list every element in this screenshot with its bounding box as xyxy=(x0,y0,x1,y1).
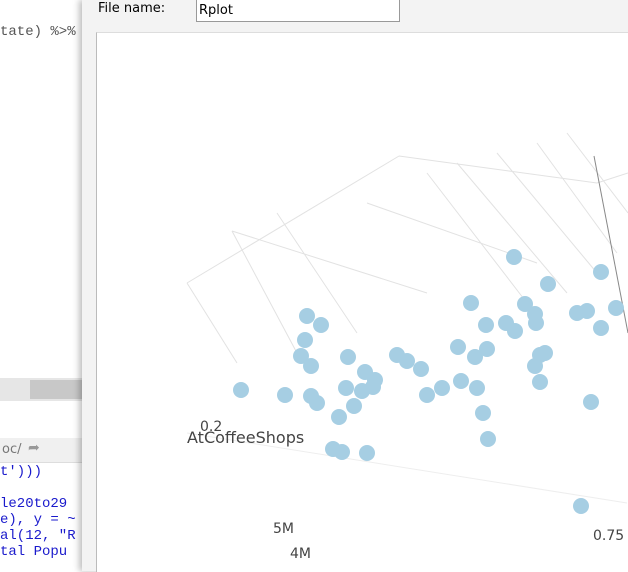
scroll-thumb[interactable] xyxy=(30,380,82,399)
console-line: t'))) xyxy=(0,464,43,480)
y-tick: 4M xyxy=(290,546,311,562)
axis-labels: 0.2 AtCoffeeShops 5M 4M 0.75 xyxy=(187,419,624,562)
plot-area xyxy=(96,32,628,572)
console-header: oc/ ➦ xyxy=(0,438,82,463)
console-line: al(12, "R xyxy=(0,528,76,544)
console-line xyxy=(0,480,76,496)
points xyxy=(233,249,624,514)
editor-pane: tate) %>% oc/ ➦ t'))) le20to29 e), y = ~ al… xyxy=(0,0,82,571)
z-tick: 0.2 xyxy=(200,419,222,435)
icon[interactable]: ➦ xyxy=(28,440,40,456)
console-path[interactable]: oc/ xyxy=(2,442,22,457)
label: File name: xyxy=(98,1,166,16)
z-title: AtCoffeeShops xyxy=(187,428,304,447)
x-tick: 0.75 xyxy=(593,528,624,544)
console-line: le20to29 xyxy=(0,496,68,512)
y-tick: 5M xyxy=(273,521,294,537)
console: t'))) le20to29 e), y = ~ al(12, "R tal Popu xyxy=(0,464,76,560)
console-line: e), y = ~ xyxy=(0,512,76,528)
grid xyxy=(186,132,628,504)
save-dialog: File name: Rplot xyxy=(82,0,628,572)
file-name-input[interactable]: Rplot xyxy=(196,0,400,22)
plot: 0.2 AtCoffeeShops 5M 4M 0.75 xyxy=(186,132,628,562)
console-line: tal Popu xyxy=(0,544,68,560)
code-line: tate) %>% xyxy=(0,24,76,40)
